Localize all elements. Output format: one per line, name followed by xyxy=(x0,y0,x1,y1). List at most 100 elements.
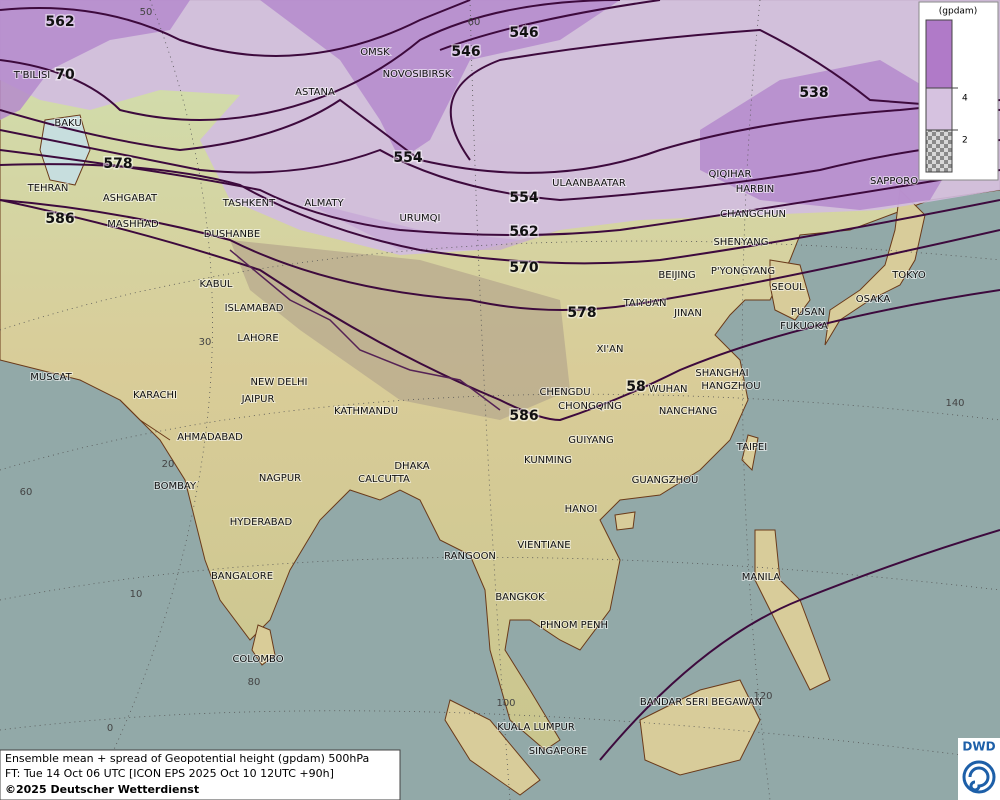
city-label: WUHAN xyxy=(648,384,687,395)
city-label: ALMATY xyxy=(304,198,344,209)
city-label: GUIYANG xyxy=(568,435,613,446)
caption-title: Ensemble mean + spread of Geopotential h… xyxy=(5,752,369,765)
city-label: JINAN xyxy=(673,308,702,319)
contour-label: 578 xyxy=(103,156,132,172)
city-label: TASHKENT xyxy=(222,198,276,209)
contour-label: 562 xyxy=(45,14,74,30)
city-label: FUKUOKA xyxy=(780,321,828,332)
city-label: ULAANBAATAR xyxy=(552,178,626,189)
graticule-label: 120 xyxy=(753,691,772,702)
graticule-label: 80 xyxy=(248,677,261,688)
city-label: P'YONGYANG xyxy=(711,266,775,277)
city-label: MASHHAD xyxy=(107,219,159,230)
city-label: SHANGHAI xyxy=(695,368,748,379)
city-label: TOKYO xyxy=(891,270,926,281)
legend-swatch xyxy=(925,129,953,173)
legend xyxy=(918,1,999,181)
legend-tick-label: 4 xyxy=(962,94,968,104)
city-label: MUSCAT xyxy=(30,372,72,383)
graticule-label: 0 xyxy=(107,723,113,734)
city-label: PHNOM PENH xyxy=(540,620,608,631)
contour-label: 554 xyxy=(509,190,538,206)
city-label: ASTANA xyxy=(295,87,335,98)
city-label: KATHMANDU xyxy=(334,406,398,417)
caption-box xyxy=(0,749,401,800)
spread-strip xyxy=(300,200,560,250)
city-label: XI'AN xyxy=(597,344,624,355)
city-label: BANDAR SERI BEGAWAN xyxy=(640,697,762,708)
city-label: ISLAMABAD xyxy=(225,303,284,314)
city-label: JAIPUR xyxy=(241,394,275,405)
tibet xyxy=(230,240,570,420)
city-label: NAGPUR xyxy=(259,473,301,484)
legend-swatch xyxy=(925,19,953,89)
contour-label: 554 xyxy=(393,150,422,166)
city-label: BEIJING xyxy=(658,270,695,281)
city-label: MANILA xyxy=(742,572,781,583)
graticule-label: 140 xyxy=(945,398,964,409)
city-label: HANGZHOU xyxy=(701,381,760,392)
taiwan xyxy=(741,434,759,472)
city-label: HYDERABAD xyxy=(230,517,293,528)
city-label: OSAKA xyxy=(856,294,891,305)
graticule-label: 20 xyxy=(162,459,175,470)
city-label: BAKU xyxy=(54,118,81,129)
contour-label: 538 xyxy=(799,85,828,101)
city-label: RANGOON xyxy=(444,551,496,562)
city-label: KUALA LUMPUR xyxy=(497,722,575,733)
legend-unit: (gpdam) xyxy=(939,7,977,17)
graticule-label: 10 xyxy=(130,589,143,600)
philippines xyxy=(754,529,831,691)
city-label: BANGKOK xyxy=(495,592,545,603)
city-label: NOVOSIBIRSK xyxy=(383,69,452,80)
city-label: HANOI xyxy=(565,504,598,515)
city-label: BOMBAY xyxy=(154,481,197,492)
city-label: TAIPEI xyxy=(736,442,767,453)
caspian-sea xyxy=(39,114,91,186)
sumatra xyxy=(444,699,541,796)
spread-dark-north xyxy=(260,0,620,160)
logo-text: DWD xyxy=(962,740,995,754)
legend-tick-label: 2 xyxy=(962,136,968,146)
city-label: URUMQI xyxy=(399,213,440,224)
city-label: TEHRAN xyxy=(27,183,69,194)
korea xyxy=(769,259,811,321)
contour-label: 586 xyxy=(45,211,74,227)
city-label: DHAKA xyxy=(394,461,429,472)
city-label: CALCUTTA xyxy=(358,474,410,485)
contour-label: 546 xyxy=(509,25,538,41)
city-label: QIQIHAR xyxy=(709,169,752,180)
city-label: SEOUL xyxy=(771,282,805,293)
legend-swatch xyxy=(925,87,953,131)
city-label: T'BILISI xyxy=(13,70,50,81)
city-label: NEW DELHI xyxy=(251,377,308,388)
city-label: BANGALORE xyxy=(211,571,273,582)
sri-lanka xyxy=(251,624,276,666)
caption-copyright: ©2025 Deutscher Wetterdienst xyxy=(5,783,199,796)
graticule-label: 60 xyxy=(20,487,33,498)
city-label: NANCHANG xyxy=(659,406,717,417)
city-label: ASHGABAT xyxy=(103,193,158,204)
contour-label: 546 xyxy=(451,44,480,60)
city-label: LAHORE xyxy=(237,333,278,344)
contour-label: 562 xyxy=(509,224,538,240)
city-label: KARACHI xyxy=(133,390,177,401)
contour-label: 58 xyxy=(626,379,645,395)
city-label: SINGAPORE xyxy=(529,746,588,757)
graticule-label: 60 xyxy=(468,17,481,28)
city-label: DUSHANBE xyxy=(204,229,260,240)
city-label: SAPPORO xyxy=(870,176,918,187)
contour-label: 570 xyxy=(509,260,538,276)
graticule-label: 50 xyxy=(140,7,153,18)
contours xyxy=(0,0,1000,761)
borneo xyxy=(639,679,761,776)
city-label: KABUL xyxy=(200,279,233,290)
india-coast xyxy=(119,399,171,441)
city-label: CHANGCHUN xyxy=(720,209,786,220)
city-label: VIENTIANE xyxy=(517,540,570,551)
graticule-label: 100 xyxy=(496,698,515,709)
hainan xyxy=(614,511,636,531)
